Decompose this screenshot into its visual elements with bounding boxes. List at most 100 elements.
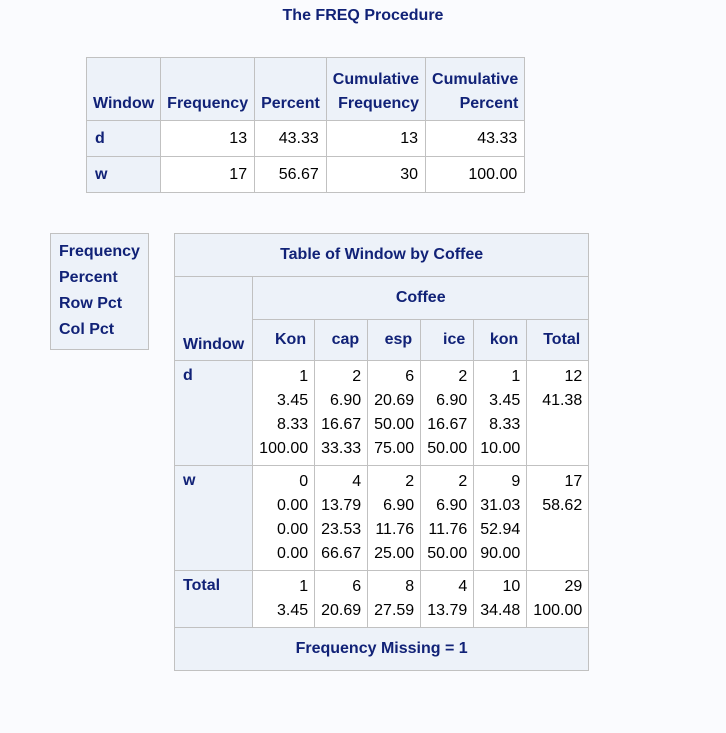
crosstab-cell: 2 6.90 11.76 25.00 bbox=[367, 465, 422, 571]
cell-value: 75.00 bbox=[374, 440, 415, 457]
cell-value: 27.59 bbox=[374, 602, 415, 619]
column-header: kon bbox=[473, 319, 528, 361]
cell-value: 6 bbox=[405, 368, 415, 385]
legend-box: Frequency Percent Row Pct Col Pct bbox=[50, 233, 149, 350]
cell-value: 10 bbox=[502, 578, 521, 595]
crosstab-cell: 0 0.00 0.00 0.00 bbox=[252, 465, 316, 571]
percent-cell: 43.33 bbox=[254, 120, 327, 157]
table-row: d 1 3.45 8.33 100.00 2 6.90 16.67 33.33 6 20.69 50.… bbox=[173, 360, 590, 466]
cum-frequency-cell: 30 bbox=[325, 156, 427, 193]
cell-value: 58.62 bbox=[542, 497, 583, 514]
header-row: Window Frequency Percent Cumulative Frequ… bbox=[85, 57, 526, 121]
column-header: Kon bbox=[252, 319, 316, 361]
column-header: cap bbox=[314, 319, 369, 361]
cell-value: 3.45 bbox=[276, 602, 309, 619]
cell-value: 90.00 bbox=[480, 545, 521, 562]
column-header: ice bbox=[420, 319, 475, 361]
crosstab-cell: 2 6.90 16.67 50.00 bbox=[420, 360, 475, 466]
table-row: Total 1 3.45 6 20.69 8 27.59 4 13.79 10 34.48 29 100… bbox=[173, 570, 590, 628]
cell-value: 16.67 bbox=[427, 416, 468, 433]
cell-value: 0.00 bbox=[276, 521, 309, 538]
cell-value: 33.33 bbox=[321, 440, 362, 457]
row-label: w bbox=[85, 156, 162, 193]
percent-cell: 56.67 bbox=[254, 156, 327, 193]
crosstab-cell: 10 34.48 bbox=[473, 570, 528, 628]
cell-value: 3.45 bbox=[276, 392, 309, 409]
cell-value: 6.90 bbox=[330, 392, 362, 409]
cell-value: 23.53 bbox=[321, 521, 362, 538]
cell-value: 41.38 bbox=[542, 392, 583, 409]
crosstab-cell: 4 13.79 bbox=[420, 570, 475, 628]
cell-value: 52.94 bbox=[480, 521, 521, 538]
page-title: The FREQ Procedure bbox=[282, 7, 444, 24]
cell-value: 20.69 bbox=[321, 602, 362, 619]
cell-value: 4 bbox=[352, 473, 362, 490]
cell-value: 11.76 bbox=[428, 521, 468, 538]
cell-value: 4 bbox=[458, 578, 468, 595]
cell-value: 6.90 bbox=[436, 392, 468, 409]
header-percent: Percent bbox=[254, 57, 327, 121]
cell-value: 2 bbox=[352, 368, 362, 385]
cell-value: 20.69 bbox=[374, 392, 415, 409]
header-cumulative-percent: Cumulative Percent bbox=[425, 57, 526, 121]
cell-value: 25.00 bbox=[374, 545, 415, 562]
cell-value: 8 bbox=[405, 578, 415, 595]
cell-value: 8.33 bbox=[489, 416, 521, 433]
frequency-table: Window Frequency Percent Cumulative Frequ… bbox=[85, 57, 526, 193]
column-header: Total bbox=[526, 319, 590, 361]
column-variable-header: Coffee bbox=[252, 276, 590, 320]
cell-value: 100.00 bbox=[259, 440, 309, 457]
cell-value: 66.67 bbox=[321, 545, 362, 562]
legend-item: Row Pct bbox=[59, 295, 123, 312]
cell-value: 6 bbox=[352, 578, 362, 595]
row-label: d bbox=[85, 120, 162, 157]
crosstab-cell: 8 27.59 bbox=[367, 570, 422, 628]
header-cumulative-frequency: Cumulative Frequency bbox=[325, 57, 427, 121]
cell-value: 10.00 bbox=[480, 440, 521, 457]
cell-value: 34.48 bbox=[480, 602, 521, 619]
table-row: d 13 43.33 13 43.33 bbox=[85, 120, 526, 157]
cell-value: 0.00 bbox=[276, 497, 309, 514]
cell-value: 50.00 bbox=[374, 416, 415, 433]
cell-value: 2 bbox=[458, 473, 468, 490]
cum-percent-cell: 43.33 bbox=[425, 120, 526, 157]
frequency-cell: 13 bbox=[160, 120, 256, 157]
crosstab-cell: 2 6.90 11.76 50.00 bbox=[420, 465, 475, 571]
cell-value: 9 bbox=[511, 473, 521, 490]
crosstab-cell: 4 13.79 23.53 66.67 bbox=[314, 465, 369, 571]
row-label: Total bbox=[173, 570, 254, 628]
cell-value: 1 bbox=[299, 578, 309, 595]
crosstab-cell: 12 41.38 bbox=[526, 360, 590, 466]
cell-value: 0 bbox=[299, 473, 309, 490]
cell-value: 3.45 bbox=[489, 392, 521, 409]
cell-value: 13.79 bbox=[321, 497, 362, 514]
cell-value: 17 bbox=[564, 473, 583, 490]
cell-value: 8.33 bbox=[276, 416, 309, 433]
header-window: Window bbox=[85, 57, 162, 121]
crosstab-table: Table of Window by Coffee Window Coffee … bbox=[173, 233, 590, 671]
cell-value: 2 bbox=[405, 473, 415, 490]
cum-frequency-cell: 13 bbox=[325, 120, 427, 157]
cell-value: 12 bbox=[564, 368, 583, 385]
cell-value: 11.76 bbox=[375, 521, 415, 538]
header-frequency: Frequency bbox=[160, 57, 256, 121]
table-row: w 17 56.67 30 100.00 bbox=[85, 156, 526, 193]
column-header-row: Kon cap esp ice kon Total bbox=[175, 319, 590, 361]
cell-value: 2 bbox=[458, 368, 468, 385]
row-label: w bbox=[173, 465, 254, 571]
crosstab-cell: 6 20.69 bbox=[314, 570, 369, 628]
missing-footer: Frequency Missing = 1 bbox=[173, 627, 590, 671]
cum-percent-cell: 100.00 bbox=[425, 156, 526, 193]
cell-value: 50.00 bbox=[427, 545, 468, 562]
legend-item: Frequency bbox=[59, 243, 140, 260]
table-row: w 0 0.00 0.00 0.00 4 13.79 23.53 66.67 2 6.90 11.76… bbox=[173, 465, 590, 571]
row-variable-header: Window bbox=[173, 276, 254, 361]
crosstab-cell: 17 58.62 bbox=[526, 465, 590, 571]
row-label: d bbox=[173, 360, 254, 466]
cell-value: 6.90 bbox=[383, 497, 415, 514]
cell-contents-legend: Frequency Percent Row Pct Col Pct bbox=[50, 233, 149, 350]
cell-value: 6.90 bbox=[436, 497, 468, 514]
cell-value: 29 bbox=[564, 578, 583, 595]
legend-item: Col Pct bbox=[59, 321, 115, 338]
crosstab-cell: 1 3.45 8.33 100.00 bbox=[252, 360, 316, 466]
